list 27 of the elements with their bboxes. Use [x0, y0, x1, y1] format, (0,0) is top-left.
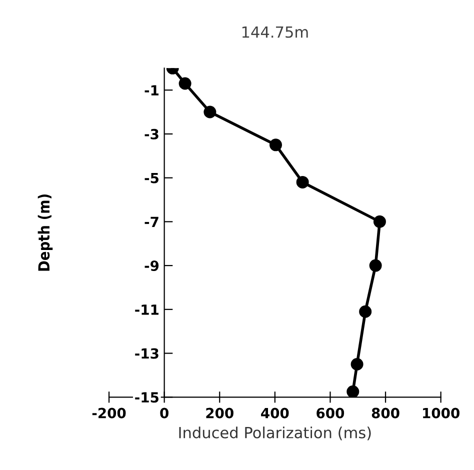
- point: [296, 176, 309, 188]
- x-tick-label: -200: [92, 408, 126, 418]
- x-tick-label: 200: [206, 408, 234, 418]
- point: [373, 215, 386, 228]
- y-tick-label: -15: [135, 392, 158, 403]
- x-tick-label: 800: [372, 408, 400, 418]
- point: [270, 138, 282, 152]
- x-tick-label: 1000: [423, 408, 460, 418]
- x-tick-label: 0: [160, 408, 168, 418]
- x-tick-label: 400: [261, 408, 289, 418]
- y-tick-label: -7: [144, 216, 158, 227]
- y-tick-label: -1: [144, 85, 159, 96]
- y-tick-label: -3: [144, 128, 158, 140]
- point: [178, 77, 192, 90]
- point: [350, 358, 364, 370]
- y-tick-label: -13: [135, 348, 158, 359]
- point: [359, 305, 372, 318]
- point: [204, 106, 216, 118]
- point: [346, 385, 360, 398]
- x-tick-label: 600: [316, 408, 344, 418]
- y-tick-label: -9: [144, 260, 159, 272]
- y-tick-label: -11: [135, 304, 159, 315]
- chart-title: 144.75m: [242, 26, 308, 38]
- x-axis-title: Induced Polarization (ms): [179, 426, 371, 440]
- y-axis-title: Depth (m): [38, 194, 53, 271]
- y-tick-label: -5: [144, 172, 158, 184]
- point: [369, 259, 382, 272]
